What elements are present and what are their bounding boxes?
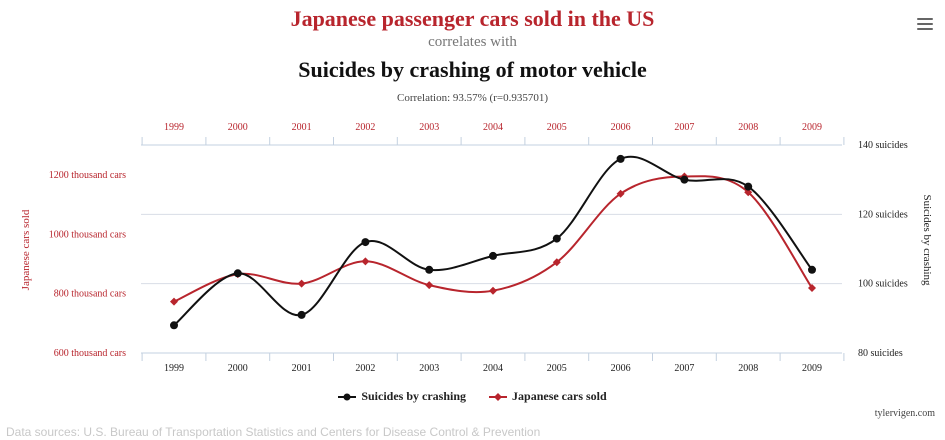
series-line-suicides <box>173 155 813 327</box>
top-axis-label: 2000 <box>228 122 248 133</box>
data-point-cars[interactable] <box>489 286 497 295</box>
data-point-suicides[interactable] <box>170 321 178 330</box>
right-axis-tick-label: 80 suicides <box>858 348 903 359</box>
data-point-suicides[interactable] <box>680 175 689 184</box>
series-line-cars <box>173 175 813 303</box>
data-point-cars[interactable] <box>170 297 178 306</box>
left-axis-tick-label: 1000 thousand cars <box>49 229 126 240</box>
data-point-suicides[interactable] <box>744 182 753 191</box>
data-point-cars[interactable] <box>552 258 561 267</box>
top-axis-label: 2007 <box>674 122 694 133</box>
legend: Suicides by crashing Japanese cars sold <box>0 389 945 406</box>
menu-line <box>917 18 933 20</box>
data-point-suicides[interactable] <box>425 265 434 274</box>
legend-item-cars[interactable]: Japanese cars sold <box>489 389 607 404</box>
right-axis-title: Suicides by crashing <box>921 194 933 286</box>
correlation-label: Correlation: 93.57% (r=0.935701) <box>396 92 548 104</box>
top-axis-label: 1999 <box>164 122 184 133</box>
data-point-suicides[interactable] <box>297 310 306 319</box>
data-point-cars[interactable] <box>808 284 816 293</box>
data-point-cars[interactable] <box>616 189 625 198</box>
top-axis-label: 2005 <box>547 122 567 133</box>
legend-label-cars: Japanese cars sold <box>512 389 607 403</box>
top-axis-label: 2008 <box>738 122 758 133</box>
bottom-axis-label: 2009 <box>802 363 822 374</box>
data-point-cars[interactable] <box>361 257 370 266</box>
bottom-axis-label: 2006 <box>611 363 631 374</box>
brand-link[interactable]: tylervigen.com <box>874 408 935 419</box>
bottom-axis-label: 2008 <box>738 363 758 374</box>
hamburger-menu-icon[interactable] <box>917 18 933 30</box>
menu-line <box>917 28 933 30</box>
left-axis-title: Japanese cars sold <box>20 209 32 290</box>
chart-title: Japanese passenger cars sold in the US <box>290 6 655 31</box>
bottom-axis-label: 2007 <box>674 363 694 374</box>
chart-title-secondary: Suicides by crashing of motor vehicle <box>298 57 647 82</box>
top-axis-label: 2003 <box>419 122 439 133</box>
data-point-suicides[interactable] <box>233 269 242 278</box>
legend-diamond-marker-icon <box>489 392 508 401</box>
data-point-cars[interactable] <box>425 281 434 290</box>
legend-item-suicides[interactable]: Suicides by crashing <box>338 389 466 404</box>
top-axis-label: 2002 <box>355 122 375 133</box>
bottom-axis-label: 2001 <box>292 363 312 374</box>
data-point-cars[interactable] <box>297 279 306 288</box>
top-axis-label: 2009 <box>802 122 822 133</box>
bottom-axis-label: 1999 <box>164 363 184 374</box>
right-axis-tick-label: 100 suicides <box>858 279 908 290</box>
menu-line <box>917 23 933 25</box>
data-point-suicides[interactable] <box>616 154 625 163</box>
right-axis-tick-label: 140 suicides <box>858 140 908 151</box>
data-point-cars[interactable] <box>744 188 753 197</box>
chart-subtitle: correlates with <box>428 34 517 50</box>
left-axis-tick-label: 800 thousand cars <box>54 289 126 300</box>
bottom-axis-label: 2000 <box>228 363 248 374</box>
legend-circle-marker-icon <box>338 393 357 400</box>
right-axis-tick-label: 120 suicides <box>858 209 908 220</box>
bottom-axis-label: 2005 <box>547 363 567 374</box>
left-axis-tick-label: 600 thousand cars <box>54 348 126 359</box>
bottom-axis-label: 2002 <box>355 363 375 374</box>
data-point-suicides[interactable] <box>808 265 816 274</box>
top-axis-label: 2006 <box>611 122 631 133</box>
top-axis-label: 2004 <box>483 122 503 133</box>
bottom-axis-label: 2003 <box>419 363 439 374</box>
data-point-suicides[interactable] <box>361 238 370 247</box>
bottom-axis-label: 2004 <box>483 363 503 374</box>
left-axis-tick-label: 1200 thousand cars <box>49 170 126 181</box>
data-point-suicides[interactable] <box>489 251 497 260</box>
top-axis-label: 2001 <box>292 122 312 133</box>
data-sources: Data sources: U.S. Bureau of Transportat… <box>6 425 541 439</box>
data-point-suicides[interactable] <box>552 234 561 243</box>
legend-label-suicides: Suicides by crashing <box>361 389 467 403</box>
